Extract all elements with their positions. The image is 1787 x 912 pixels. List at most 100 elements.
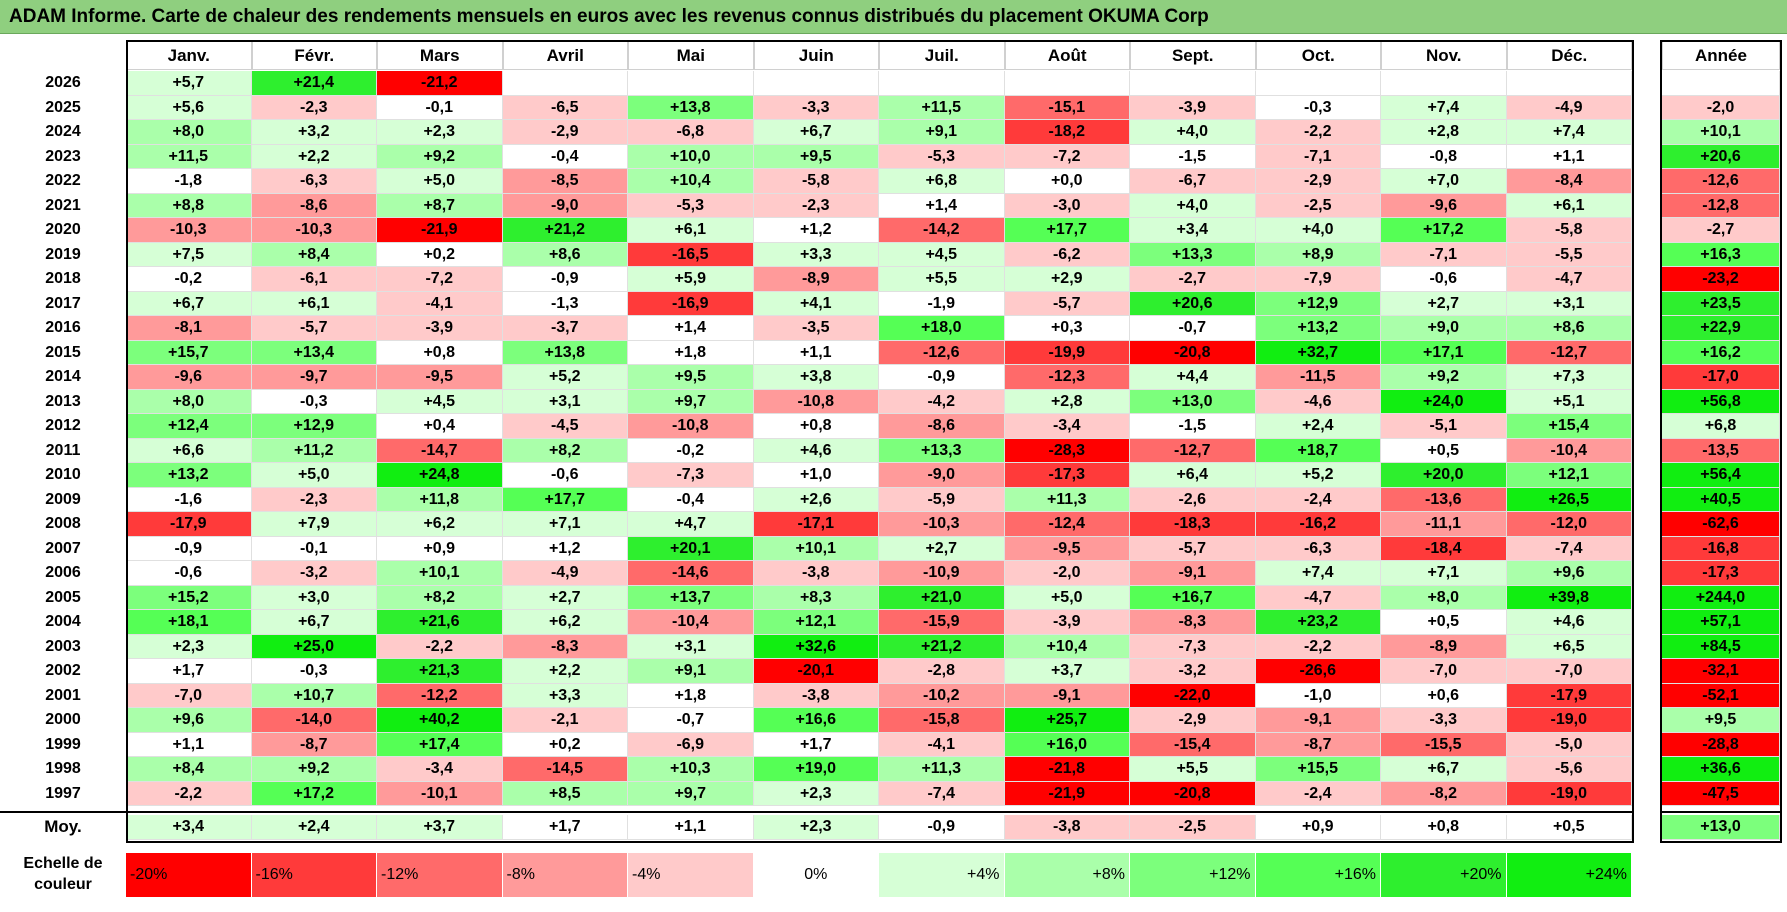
month-header: Mars: [377, 40, 503, 70]
average-cell: +3,7: [377, 815, 503, 840]
heatmap-cell: -4,2: [879, 389, 1005, 414]
heatmap-cell: +0,9: [377, 536, 503, 561]
heatmap-cell: [1255, 71, 1381, 96]
heatmap-cell: +8,3: [753, 585, 879, 610]
heatmap-cell: +20,0: [1381, 463, 1507, 488]
heatmap-cell: +12,4: [126, 414, 252, 439]
heatmap-cell: -2,6: [1130, 487, 1256, 512]
heatmap-cell: +1,4: [628, 316, 754, 341]
heatmap-cell: -5,7: [1004, 291, 1130, 316]
heatmap-cell: +8,7: [377, 193, 503, 218]
heatmap-cell: +3,1: [502, 389, 628, 414]
heatmap-cell: -20,1: [753, 659, 879, 684]
heatmap-cell: -1,5: [1130, 414, 1256, 439]
heatmap-cell: +9,1: [628, 659, 754, 684]
heatmap-cell: -0,3: [251, 659, 377, 684]
heatmap-cell: -4,9: [1506, 95, 1632, 120]
heatmap-cell: [1381, 71, 1507, 96]
average-cell: +0,5: [1506, 815, 1632, 840]
heatmap-cell: +2,7: [502, 585, 628, 610]
heatmap-cell: -0,4: [502, 144, 628, 169]
month-header: Sept.: [1130, 40, 1256, 70]
annual-cell: [1662, 71, 1780, 96]
heatmap-cell: +13,0: [1130, 389, 1256, 414]
year-label: 2003: [45, 637, 81, 655]
heatmap-cell: +6,6: [126, 438, 252, 463]
heatmap-cell: -7,0: [1506, 659, 1632, 684]
heatmap-cell: +8,2: [502, 438, 628, 463]
annual-cell: +10,1: [1662, 120, 1780, 145]
average-cell: +3,4: [126, 815, 252, 840]
heatmap-cell: +18,7: [1255, 438, 1381, 463]
heatmap-cell: +8,6: [1506, 316, 1632, 341]
average-cell: +2,4: [251, 815, 377, 840]
year-label: 2002: [45, 662, 81, 679]
year-label: 1997: [45, 784, 81, 802]
month-header: Déc.: [1506, 40, 1632, 70]
heatmap-cell: +6,4: [1130, 463, 1256, 488]
heatmap-cell: +15,7: [126, 340, 252, 365]
heatmap-cell: -0,9: [879, 365, 1005, 390]
heatmap-cell: +7,4: [1381, 95, 1507, 120]
heatmap-cell: -6,3: [251, 169, 377, 194]
heatmap-cell: -0,4: [628, 487, 754, 512]
heatmap-cell: -5,1: [1381, 414, 1507, 439]
year-label: 2008: [45, 515, 81, 532]
heatmap-cell: +8,4: [126, 757, 252, 782]
heatmap-cell: +3,1: [1506, 291, 1632, 316]
heatmap-cell: -8,2: [1381, 781, 1507, 806]
heatmap-cell: -7,0: [126, 683, 252, 708]
heatmap-cell: -2,8: [879, 659, 1005, 684]
heatmap-cell: +1,4: [879, 193, 1005, 218]
heatmap-cell: +1,7: [753, 732, 879, 757]
heatmap-cell: -9,1: [1255, 708, 1381, 733]
heatmap-cell: +1,8: [628, 683, 754, 708]
heatmap-cell: -0,7: [1130, 316, 1256, 341]
color-scale-swatch: 0%: [753, 853, 879, 897]
heatmap-cell: -1,6: [126, 487, 252, 512]
year-label: 2001: [45, 686, 81, 704]
annual-cell: -23,2: [1662, 267, 1780, 292]
annual-cell: +23,5: [1662, 291, 1780, 316]
annual-cell: -62,6: [1662, 512, 1780, 537]
heatmap-cell: -15,4: [1130, 732, 1256, 757]
annual-cell: +6,8: [1662, 414, 1780, 439]
heatmap-cell: +12,9: [1255, 291, 1381, 316]
annual-cell: +40,5: [1662, 487, 1780, 512]
average-annual-cell: +13,0: [1662, 815, 1780, 840]
year-label: 2014: [45, 368, 81, 385]
average-row-label: Moy.: [44, 817, 82, 836]
heatmap-cell: -0,9: [126, 536, 252, 561]
heatmap-cell: -8,7: [251, 732, 377, 757]
heatmap-cell: +4,7: [628, 512, 754, 537]
heatmap-cell: +4,0: [1130, 193, 1256, 218]
heatmap-cell: +24,0: [1381, 389, 1507, 414]
heatmap-cell: -26,6: [1255, 659, 1381, 684]
heatmap-cell: +32,6: [753, 634, 879, 659]
heatmap-cell: +21,2: [502, 218, 628, 243]
heatmap-cell: -2,4: [1255, 487, 1381, 512]
heatmap-cell: +3,0: [251, 585, 377, 610]
heatmap-cell: -20,8: [1130, 340, 1256, 365]
heatmap-cell: +5,0: [377, 169, 503, 194]
heatmap-cell: +1,7: [126, 659, 252, 684]
heatmap-cell: +0,8: [753, 414, 879, 439]
heatmap-cell: -2,9: [1130, 708, 1256, 733]
heatmap-cell: -1,0: [1255, 683, 1381, 708]
heatmap-cell: +1,2: [753, 218, 879, 243]
heatmap-cell: +3,8: [753, 365, 879, 390]
heatmap-cell: +2,2: [251, 144, 377, 169]
annual-cell: -52,1: [1662, 683, 1780, 708]
heatmap-cell: +10,4: [628, 169, 754, 194]
color-scale-swatch: +8%: [1004, 853, 1130, 897]
heatmap-cell: +6,1: [251, 291, 377, 316]
heatmap-cell: -2,3: [753, 193, 879, 218]
heatmap-cell: -14,0: [251, 708, 377, 733]
average-cell: -0,9: [879, 815, 1005, 840]
heatmap-cell: -5,3: [879, 144, 1005, 169]
annual-cell: +20,6: [1662, 144, 1780, 169]
heatmap-cell: +11,3: [879, 757, 1005, 782]
heatmap-cell: +8,0: [1381, 585, 1507, 610]
heatmap-cell: +39,8: [1506, 585, 1632, 610]
heatmap-cell: -5,6: [1506, 757, 1632, 782]
